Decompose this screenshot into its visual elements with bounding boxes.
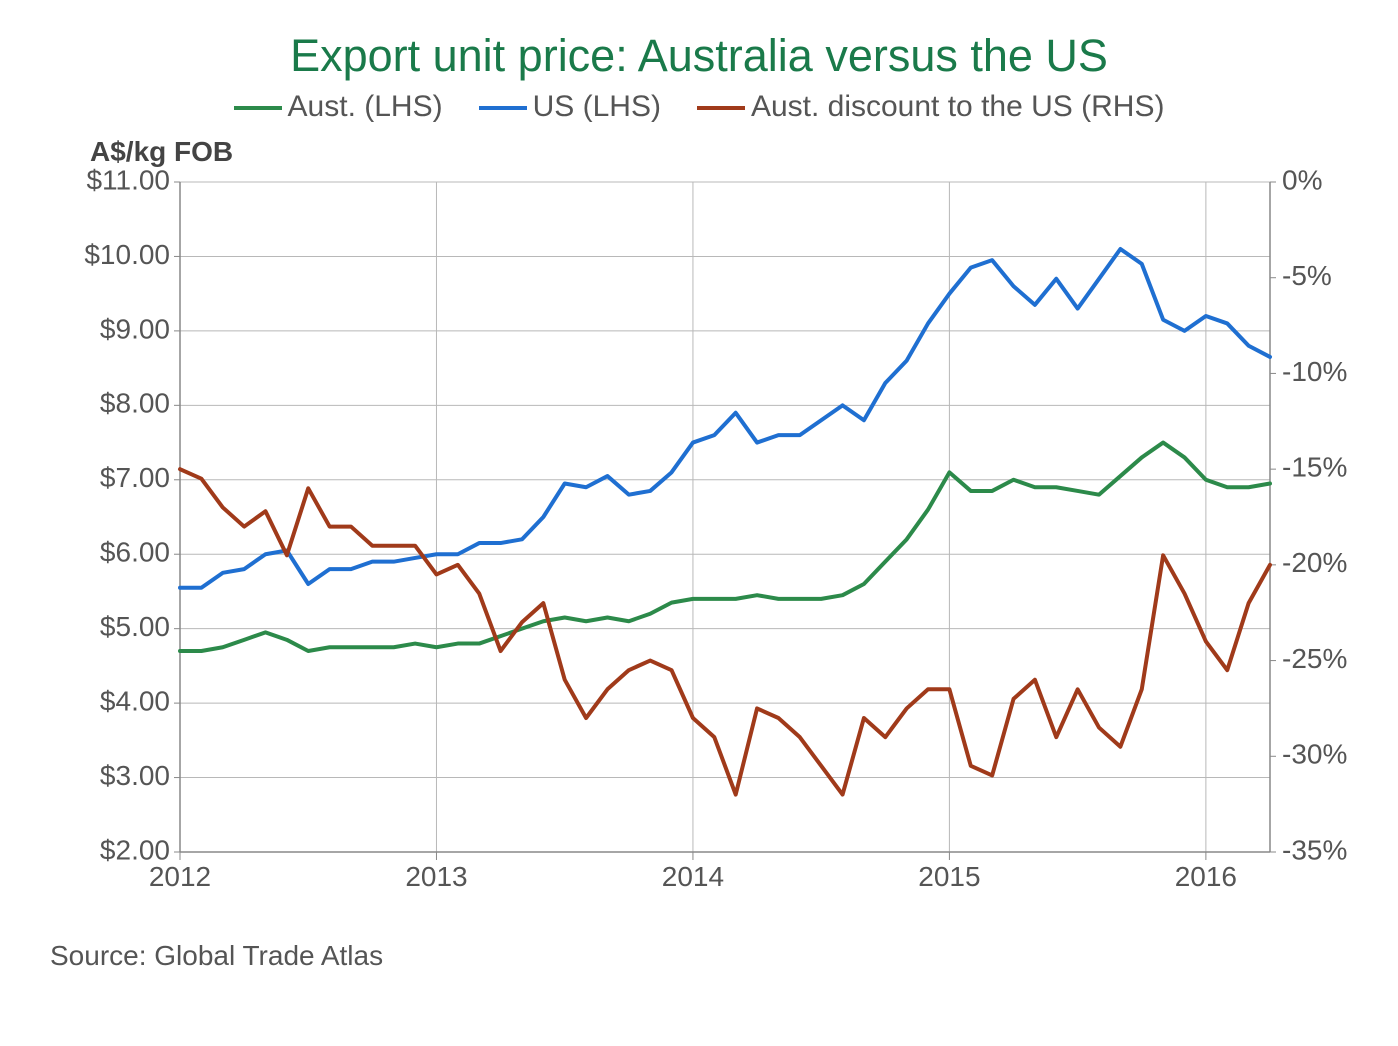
chart-title: Export unit price: Australia versus the …	[40, 30, 1358, 82]
svg-text:-35%: -35%	[1282, 834, 1347, 865]
legend-swatch	[479, 106, 527, 110]
line-chart-svg: $2.00$3.00$4.00$5.00$6.00$7.00$8.00$9.00…	[60, 172, 1370, 912]
legend-label: Aust. discount to the US (RHS)	[751, 90, 1165, 123]
series-aust_discount_rhs	[180, 469, 1270, 794]
svg-text:2014: 2014	[662, 861, 724, 892]
series-us_lhs	[180, 249, 1270, 588]
svg-text:$7.00: $7.00	[100, 462, 170, 493]
legend-item: Aust. (LHS)	[234, 90, 443, 124]
svg-text:$11.00: $11.00	[86, 164, 170, 195]
svg-text:-20%: -20%	[1282, 547, 1347, 578]
legend: Aust. (LHS) US (LHS) Aust. discount to the…	[40, 90, 1358, 124]
svg-text:-30%: -30%	[1282, 739, 1347, 770]
svg-text:-5%: -5%	[1282, 260, 1332, 291]
svg-text:2016: 2016	[1175, 861, 1237, 892]
svg-text:2012: 2012	[149, 861, 211, 892]
series-aust_lhs	[180, 443, 1270, 651]
svg-text:$5.00: $5.00	[100, 611, 170, 642]
svg-text:$9.00: $9.00	[100, 313, 170, 344]
svg-text:$4.00: $4.00	[100, 686, 170, 717]
svg-text:$6.00: $6.00	[100, 537, 170, 568]
y-axis-title: A$/kg FOB	[90, 136, 1358, 168]
legend-item: US (LHS)	[479, 90, 661, 124]
svg-text:-15%: -15%	[1282, 452, 1347, 483]
legend-swatch	[234, 106, 282, 110]
svg-text:$10.00: $10.00	[84, 239, 170, 270]
legend-label: Aust. (LHS)	[288, 90, 443, 123]
svg-text:2013: 2013	[405, 861, 467, 892]
svg-text:$3.00: $3.00	[100, 760, 170, 791]
legend-swatch	[697, 106, 745, 110]
svg-text:0%: 0%	[1282, 164, 1322, 195]
svg-text:$8.00: $8.00	[100, 388, 170, 419]
source-text: Source: Global Trade Atlas	[50, 940, 1358, 972]
plot-area: $2.00$3.00$4.00$5.00$6.00$7.00$8.00$9.00…	[60, 172, 1370, 912]
legend-label: US (LHS)	[533, 90, 661, 123]
svg-text:2015: 2015	[918, 861, 980, 892]
svg-text:-10%: -10%	[1282, 356, 1347, 387]
legend-item: Aust. discount to the US (RHS)	[697, 90, 1165, 124]
svg-text:-25%: -25%	[1282, 643, 1347, 674]
